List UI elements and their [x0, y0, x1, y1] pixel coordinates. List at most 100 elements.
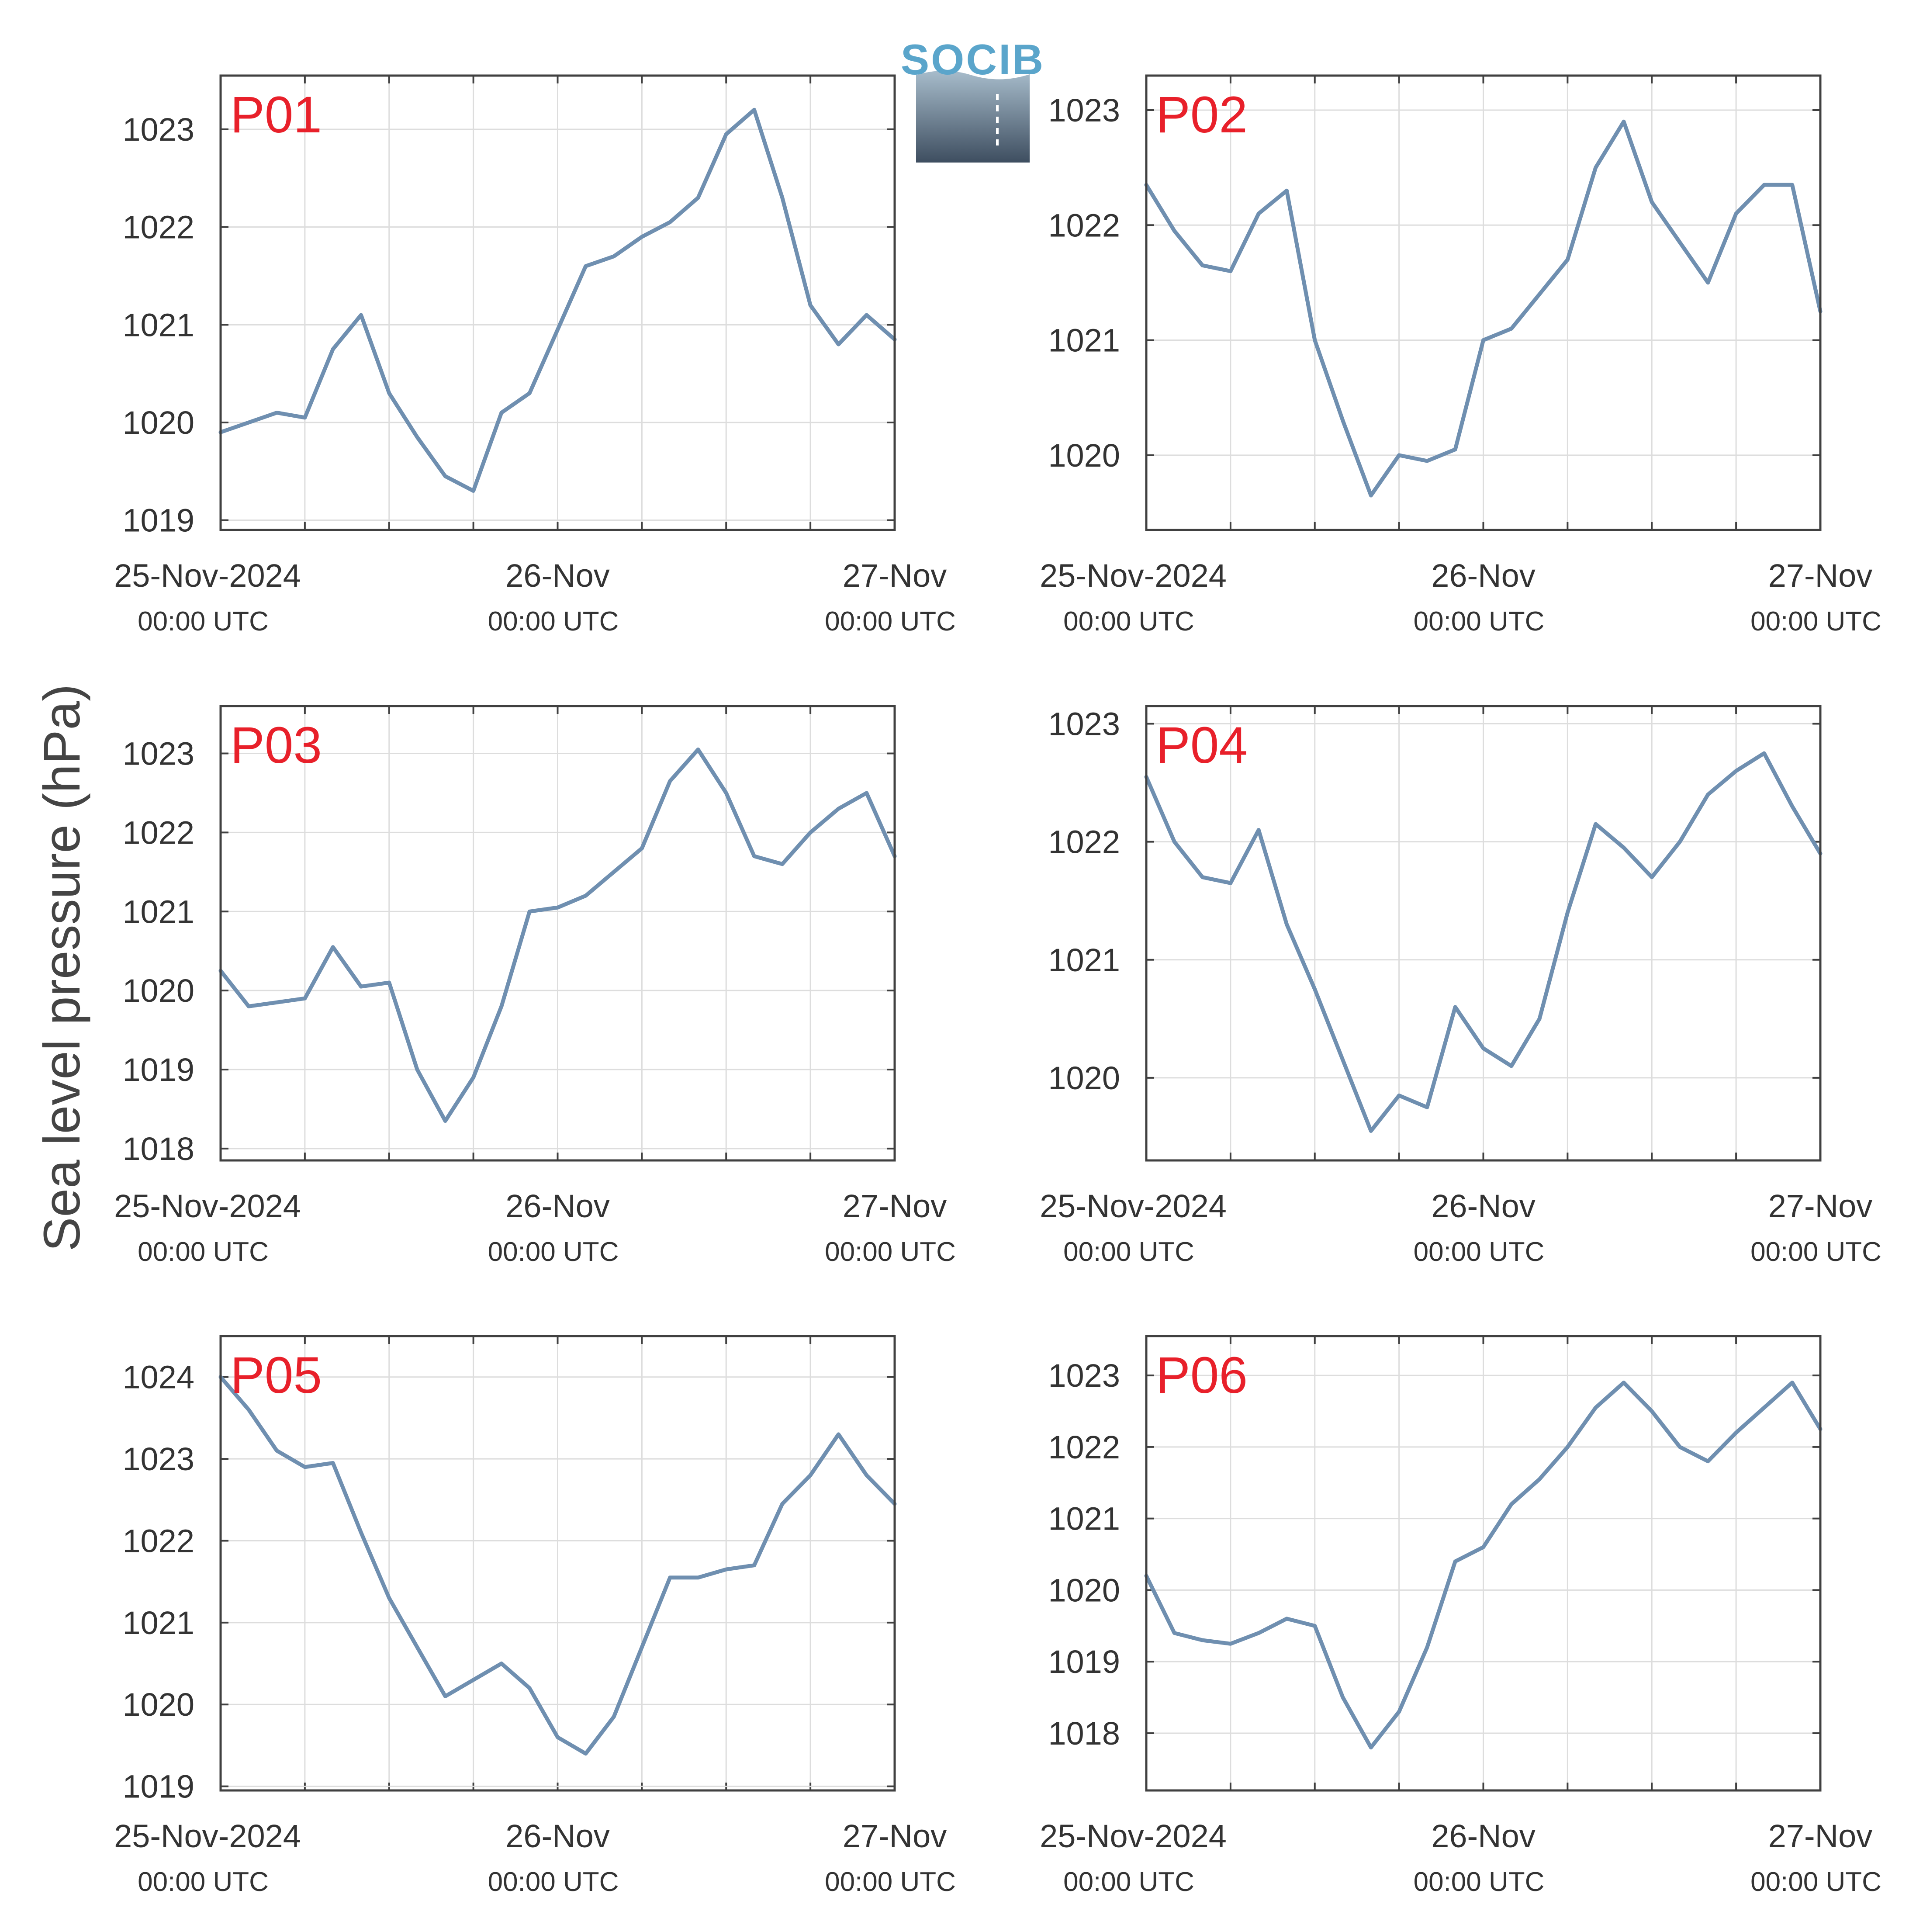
chart-panel-p03: 1018 1019 1020 1021 1022 1023 P03 25-Nov-2024 00… — [114, 705, 956, 1267]
data-point — [1173, 840, 1176, 843]
data-point — [809, 831, 812, 834]
y-tick-label: 1023 — [1048, 92, 1120, 128]
data-point — [500, 1005, 503, 1008]
chart-panel-p05: 1019 1020 1021 1022 1023 1024 P05 25-Nov-2024 00… — [114, 1335, 956, 1897]
x-tick-date-label: 26-Nov — [505, 557, 610, 594]
data-point — [332, 945, 335, 949]
panel-label: P06 — [1156, 1347, 1248, 1404]
x-tick-date-label: 26-Nov — [505, 1188, 610, 1224]
axes-frame — [219, 74, 896, 531]
data-point — [332, 1461, 335, 1465]
x-tick-time-label: 00:00 UTC — [1414, 1237, 1545, 1267]
y-tick-label: 1020 — [122, 1686, 194, 1723]
data-point — [1706, 793, 1709, 796]
x-tick-time-label: 00:00 UTC — [138, 1867, 269, 1897]
data-point — [837, 343, 840, 346]
x-tick-time-label: 00:00 UTC — [1063, 1867, 1194, 1897]
y-tick-label: 1023 — [1048, 706, 1120, 742]
data-point — [528, 910, 531, 913]
data-point — [1650, 1410, 1653, 1413]
data-point — [612, 870, 616, 873]
data-point — [753, 1564, 756, 1567]
data-point — [1173, 1631, 1176, 1634]
data-point — [1397, 1094, 1401, 1097]
y-tick-label: 1021 — [1048, 322, 1120, 359]
x-tick-date-label: 25-Nov-2024 — [114, 1818, 301, 1854]
data-point — [781, 1503, 784, 1506]
data-point — [1313, 988, 1316, 991]
data-point — [1229, 270, 1232, 273]
panel-label: P02 — [1156, 86, 1248, 144]
data-point — [612, 1715, 616, 1718]
data-point — [416, 1646, 418, 1649]
y-tick-label: 1019 — [122, 502, 194, 539]
y-tick-label: 1022 — [122, 209, 194, 246]
data-point — [753, 855, 756, 858]
data-point — [697, 196, 699, 199]
data-point — [865, 314, 868, 316]
data-point — [1594, 1406, 1597, 1409]
data-point — [1201, 876, 1204, 879]
data-point — [1763, 752, 1766, 755]
data-point — [556, 906, 559, 909]
y-tick-label: 1021 — [122, 893, 194, 930]
x-tick-date-label: 27-Nov — [1768, 1188, 1873, 1224]
y-tick-label: 1024 — [122, 1359, 194, 1395]
data-point — [837, 807, 840, 810]
data-point — [1538, 1017, 1541, 1020]
data-point — [1763, 1406, 1766, 1409]
axes-frame — [1145, 705, 1822, 1162]
data-point — [1425, 1106, 1428, 1109]
data-point — [247, 421, 250, 424]
data-point — [275, 1449, 278, 1452]
data-point — [612, 255, 616, 258]
data-point — [303, 1465, 306, 1468]
data-point — [1791, 1381, 1794, 1384]
y-tick-label: 1022 — [122, 814, 194, 851]
data-point — [1566, 258, 1569, 261]
data-point — [472, 1679, 475, 1681]
data-point — [584, 265, 587, 268]
x-tick-time-label: 00:00 UTC — [825, 1867, 956, 1897]
data-point — [1313, 1624, 1316, 1627]
data-point — [865, 1474, 868, 1477]
data-point — [837, 1433, 840, 1436]
y-tick-label: 1022 — [1048, 1429, 1120, 1465]
x-tick-time-label: 00:00 UTC — [1750, 1867, 1881, 1897]
y-tick-label: 1023 — [122, 1441, 194, 1477]
x-tick-date-label: 27-Nov — [843, 1188, 947, 1224]
x-tick-time-label: 00:00 UTC — [488, 606, 619, 637]
data-point — [1510, 327, 1513, 330]
data-point — [416, 1068, 418, 1071]
chart-panel-p04: 1020 1021 1022 1023 P04 25-Nov-2024 00:00 UTC 2… — [1040, 705, 1881, 1267]
data-point — [1257, 1631, 1260, 1634]
data-point — [1370, 1129, 1373, 1132]
data-point — [781, 196, 784, 199]
data-point — [360, 314, 363, 316]
data-point — [1285, 923, 1288, 926]
x-tick-date-label: 25-Nov-2024 — [1040, 1818, 1227, 1854]
data-point — [1454, 448, 1457, 451]
x-tick-date-label: 27-Nov — [1768, 1818, 1873, 1854]
data-point — [1791, 184, 1794, 187]
chart-panel-p01: 1019 1020 1021 1022 1023 P01 25-Nov-2024 00:00 … — [114, 74, 956, 637]
data-point — [500, 411, 503, 414]
data-point — [1342, 1696, 1344, 1699]
y-tick-label: 1023 — [122, 736, 194, 772]
data-point — [1229, 1642, 1232, 1645]
x-tick-time-label: 00:00 UTC — [825, 1237, 956, 1267]
x-tick-date-label: 25-Nov-2024 — [1040, 557, 1227, 594]
data-point — [1510, 1064, 1513, 1067]
data-point — [584, 894, 587, 897]
y-tick-label: 1019 — [122, 1052, 194, 1088]
x-tick-date-label: 25-Nov-2024 — [114, 1188, 301, 1224]
x-tick-date-label: 26-Nov — [1431, 1188, 1536, 1224]
axes-frame — [1145, 74, 1822, 531]
data-point — [1706, 281, 1709, 284]
x-tick-time-label: 00:00 UTC — [1063, 1237, 1194, 1267]
data-point — [556, 328, 559, 331]
y-tick-label: 1022 — [1048, 824, 1120, 860]
data-point — [697, 748, 699, 751]
data-point — [1482, 1546, 1485, 1549]
